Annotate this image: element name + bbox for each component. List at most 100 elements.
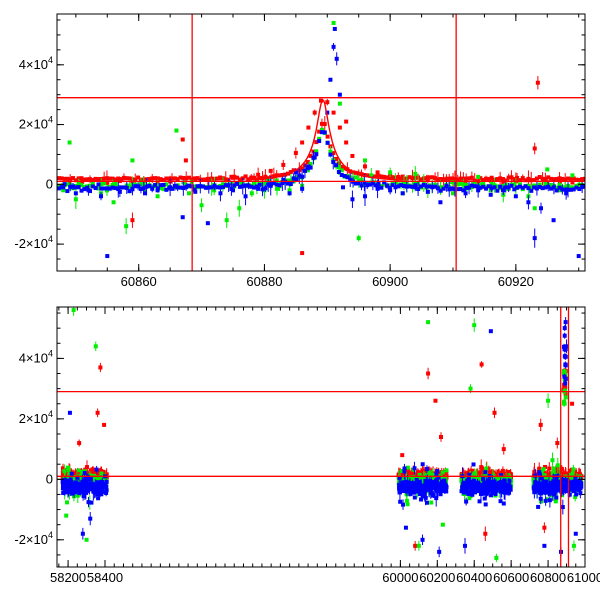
data-point-green-marker: [252, 181, 257, 186]
data-point-red: [325, 98, 330, 106]
data-point-blue-marker: [124, 185, 129, 190]
data-point-red-marker: [441, 177, 446, 182]
data-point-blue-marker: [231, 188, 235, 193]
data-point-blue: [441, 186, 446, 191]
data-point-blue-marker: [141, 186, 146, 191]
data-point-red-marker: [277, 173, 282, 178]
data-point-red-marker: [164, 176, 169, 181]
data-point-red-marker: [195, 176, 200, 181]
data-point-blue: [564, 186, 569, 200]
data-point-green-marker: [199, 203, 204, 208]
data-point-blue: [461, 188, 466, 193]
x-tick-label: 60920: [498, 274, 534, 289]
data-point-blue: [332, 26, 337, 31]
data-point-blue: [517, 184, 522, 189]
data-point-red: [305, 160, 310, 165]
data-point-red-marker: [300, 166, 305, 171]
data-point-blue: [161, 182, 166, 187]
data-point-blue-marker: [543, 185, 548, 190]
data-point-green-marker: [388, 170, 393, 175]
data-point-blue-marker: [130, 186, 135, 191]
data-point-blue-marker: [430, 185, 435, 190]
data-point-blue: [153, 183, 158, 188]
data-point-green-marker: [99, 182, 104, 187]
data-point-blue-marker: [180, 215, 185, 220]
data-point-red-marker: [382, 174, 387, 179]
data-point-red: [113, 177, 118, 182]
data-point-red-marker: [215, 176, 220, 181]
data-point-blue-marker: [334, 163, 339, 168]
data-point-red-marker: [172, 176, 177, 181]
data-point-green: [274, 178, 279, 183]
data-point-red: [551, 177, 556, 182]
data-point-blue: [116, 180, 121, 198]
data-point-blue: [509, 183, 514, 188]
data-point-green-marker: [549, 182, 554, 187]
data-point-blue: [492, 185, 497, 190]
data-point-blue-marker: [178, 185, 183, 190]
data-point-blue-marker: [517, 184, 522, 189]
data-point-blue: [363, 186, 367, 206]
data-point-green: [82, 185, 87, 190]
data-point-blue: [117, 186, 122, 197]
data-point-blue: [271, 181, 276, 186]
data-point-red: [495, 177, 500, 182]
data-point-blue: [529, 188, 534, 193]
data-point-blue-marker: [297, 173, 302, 178]
data-point-red-marker: [376, 173, 381, 178]
data-point-red-marker: [396, 174, 401, 179]
data-point-green: [545, 167, 550, 172]
data-point-red-marker: [243, 174, 248, 179]
data-point-blue-marker: [433, 184, 438, 189]
data-point-blue: [209, 185, 214, 190]
data-point-red-marker: [549, 176, 554, 181]
data-point-green-marker: [82, 185, 87, 190]
data-point-green-marker: [458, 181, 463, 186]
data-point-blue: [464, 185, 469, 190]
data-point-red-marker: [331, 151, 336, 156]
data-point-red-marker: [390, 175, 395, 180]
data-point-blue: [181, 180, 186, 196]
data-point-red: [268, 168, 273, 173]
data-point-blue-marker: [280, 181, 285, 186]
data-point-green-marker: [237, 180, 242, 185]
data-point-red: [178, 175, 183, 180]
data-point-blue-marker: [337, 92, 342, 97]
data-point-red-marker: [405, 468, 410, 473]
data-point-red-marker: [96, 177, 101, 182]
data-point-red: [481, 177, 486, 182]
data-point-red-marker: [543, 177, 548, 182]
data-point-blue-marker: [153, 183, 158, 188]
data-point-red-marker: [183, 158, 188, 163]
data-point-blue: [246, 182, 251, 190]
data-point-green-marker: [472, 181, 477, 186]
data-point-red-marker: [175, 177, 180, 182]
data-point-blue: [503, 182, 508, 193]
data-point-red-marker: [107, 176, 112, 181]
data-point-blue-marker: [105, 254, 110, 259]
data-point-red-marker: [293, 150, 298, 155]
data-point-red: [532, 142, 537, 155]
data-point-red-marker: [257, 175, 262, 180]
data-point-red-marker: [121, 175, 126, 180]
data-point-red-marker: [314, 140, 319, 145]
data-point-blue-marker: [540, 186, 545, 191]
data-point-blue-marker: [328, 77, 333, 82]
data-point-green-marker: [317, 136, 322, 141]
data-point-blue: [546, 182, 551, 192]
data-point-blue: [393, 181, 398, 194]
data-point-red-marker: [472, 178, 477, 183]
data-point-red: [107, 176, 112, 181]
data-point-blue-marker: [399, 183, 404, 188]
data-point-green-marker: [363, 158, 367, 163]
data-point-red: [76, 176, 81, 181]
data-point-red: [79, 176, 84, 181]
data-point-green: [161, 187, 166, 192]
data-point-red-marker: [433, 176, 438, 181]
data-point-blue-marker: [520, 185, 525, 190]
data-point-blue-marker: [526, 200, 531, 205]
data-point-red-marker: [143, 178, 147, 183]
data-point-red-marker: [71, 176, 76, 181]
data-point-green: [526, 183, 531, 188]
data-point-red: [96, 177, 101, 182]
